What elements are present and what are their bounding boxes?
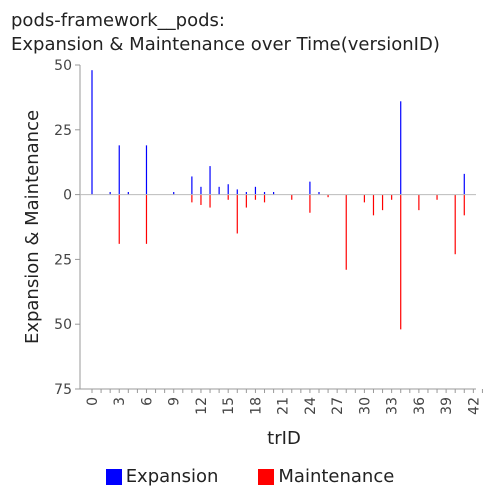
legend-swatch-expansion	[105, 468, 122, 485]
x-tick-label: 27	[330, 397, 346, 415]
x-axis-title: trID	[267, 428, 301, 449]
bars	[91, 70, 465, 330]
legend-swatch-maintenance	[258, 468, 275, 485]
x-tick-label: 33	[385, 397, 401, 415]
x-tick-label: 18	[248, 397, 264, 415]
legend: Expansion Maintenance	[0, 466, 500, 487]
y-axis: 50 25 0 25 50 75	[54, 58, 81, 398]
x-tick-label: 15	[221, 397, 237, 415]
legend-item-maintenance: Maintenance	[258, 466, 394, 487]
y-tick-label: 50	[54, 58, 72, 74]
legend-label-expansion: Expansion	[125, 466, 219, 487]
y-tick-label: 25	[54, 123, 72, 139]
x-tick-label: 9	[167, 397, 183, 406]
y-tick-label: 25	[54, 252, 72, 268]
x-tick-label: 21	[276, 397, 292, 415]
x-axis: 0 3 6 9 12 15 18 21 24 27 30 33 36 39 42	[80, 388, 483, 415]
y-axis-title: Expansion & Maintenance	[22, 110, 43, 344]
x-tick-label: 42	[466, 397, 482, 415]
x-tick-label: 3	[112, 397, 128, 406]
y-tick-label: 50	[54, 317, 72, 333]
chart-title-line2: Expansion & Maintenance over Time(versio…	[11, 34, 440, 55]
x-tick-label: 30	[357, 397, 373, 415]
legend-label-maintenance: Maintenance	[278, 466, 395, 487]
x-tick-label: 6	[139, 397, 155, 406]
x-tick-label: 39	[439, 397, 455, 415]
x-tick-label: 24	[303, 397, 319, 415]
x-tick-label: 12	[194, 397, 210, 415]
y-tick-label: 0	[63, 188, 72, 204]
legend-item-expansion: Expansion	[105, 466, 219, 487]
x-tick-label: 0	[85, 397, 101, 406]
x-tick-label: 36	[412, 397, 428, 415]
y-tick-label: 75	[54, 382, 72, 398]
chart-title-line1: pods-framework__pods:	[11, 10, 225, 31]
